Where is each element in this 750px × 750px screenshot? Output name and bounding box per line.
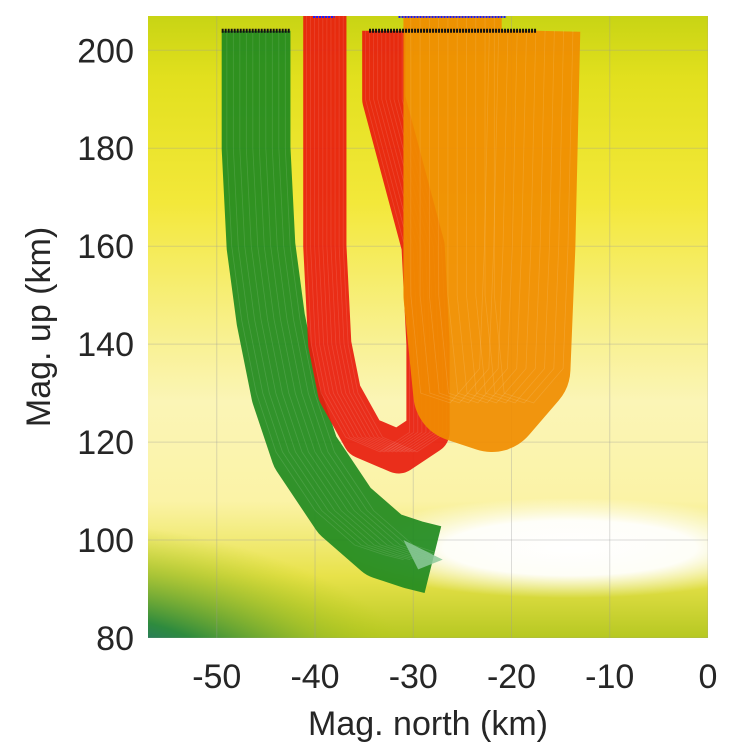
ray-bundle-body: [221, 30, 448, 594]
y-tick-label: 200: [77, 32, 134, 70]
x-tick-label: -40: [290, 658, 339, 696]
ray-line: [252, 30, 430, 561]
x-tick-label: -30: [389, 658, 438, 696]
ray-line: [265, 30, 443, 561]
ray-end-patch: [403, 540, 443, 570]
ray-line: [284, 30, 463, 561]
ray-line: [306, 16, 411, 453]
y-tick-label: 120: [77, 424, 134, 462]
y-tick-label: 100: [77, 522, 134, 560]
y-tick-label: 180: [77, 130, 134, 168]
x-tick-label: 0: [699, 658, 718, 696]
ray-line: [419, 16, 500, 404]
x-tick-label: -50: [192, 658, 241, 696]
y-tick-label: 80: [96, 620, 134, 658]
x-tick-label: -10: [585, 658, 634, 696]
ray-line: [475, 16, 555, 404]
ray-line: [428, 16, 509, 404]
ray-line: [226, 30, 404, 561]
ray-line: [493, 16, 574, 404]
background-white-region: [340, 498, 708, 598]
x-axis: -50 -40 -30 -20 -10 0: [192, 658, 717, 696]
ray-line: [258, 30, 437, 561]
ray-line: [456, 16, 537, 404]
y-tick-label: 160: [77, 228, 134, 266]
ray-line: [232, 30, 411, 561]
ray-bundle-body: [403, 16, 581, 453]
marker-layer: [221, 16, 537, 33]
ray-line: [447, 16, 527, 404]
ray-line: [484, 16, 565, 404]
y-axis-label: Mag. up (km): [20, 227, 58, 427]
series-layer: [221, 16, 581, 594]
ray-line: [466, 16, 546, 404]
ray-line: [410, 16, 490, 404]
ray-line: [438, 16, 518, 404]
x-tick-label: -20: [487, 658, 536, 696]
ray-line: [310, 16, 415, 453]
x-axis-label: Mag. north (km): [308, 705, 548, 743]
plot-area: [148, 16, 708, 638]
y-tick-label: 140: [77, 326, 134, 364]
ray-bundle-0: [221, 30, 463, 594]
ray-bundle-2: [403, 16, 581, 453]
ray-line: [245, 30, 424, 561]
y-axis: 80 100 120 140 160 180 200: [77, 32, 134, 658]
ray-line: [239, 30, 417, 561]
